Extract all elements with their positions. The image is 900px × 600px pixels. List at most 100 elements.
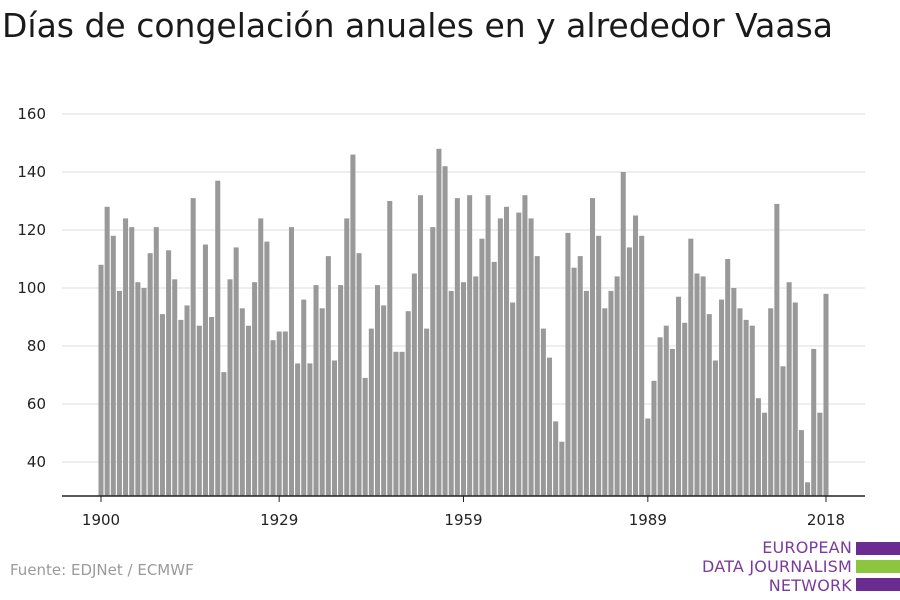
bar-1988 [639, 235, 645, 497]
bar-1961 [473, 276, 479, 496]
bar-1997 [694, 273, 700, 496]
bar-1964 [491, 261, 497, 496]
bar-1947 [387, 201, 393, 496]
y-tick-label: 140 [17, 163, 46, 181]
bar-2000 [712, 360, 718, 496]
bar-1982 [602, 308, 608, 496]
logo-bar-purple-bottom [856, 578, 900, 591]
bar-1974 [553, 421, 559, 496]
bar-1952 [417, 195, 424, 496]
bar-1963 [485, 195, 491, 496]
y-tick-label: 80 [27, 337, 46, 355]
bar-1909 [153, 227, 159, 496]
bar-1979 [583, 290, 589, 496]
bar-1951 [411, 273, 417, 496]
bar-1930 [282, 331, 288, 496]
bar-1994 [676, 296, 682, 496]
bar-1922 [233, 247, 239, 496]
x-tick-label: 2018 [807, 511, 845, 529]
bar-1967 [510, 302, 516, 496]
bar-1929 [276, 331, 282, 496]
y-tick-label: 100 [17, 279, 46, 297]
bar-1950 [405, 311, 411, 496]
bar-1965 [497, 218, 503, 496]
bar-1912 [172, 279, 178, 496]
bar-1939 [338, 285, 344, 496]
bar-2011 [780, 366, 786, 496]
bar-1903 [116, 290, 122, 496]
bar-1917 [202, 244, 208, 496]
bar-2002 [725, 259, 731, 496]
bar-1977 [571, 267, 577, 496]
bar-2016 [811, 348, 817, 496]
bar-1973 [546, 357, 553, 496]
bar-1987 [633, 215, 639, 496]
bar-1933 [301, 299, 307, 496]
bar-1976 [565, 232, 571, 496]
bar-1960 [467, 195, 473, 496]
bar-1920 [221, 372, 227, 496]
bar-1953 [424, 328, 430, 496]
bar-1970 [528, 218, 534, 496]
bar-1910 [159, 314, 165, 496]
y-axis-ticks: 40 60 80 100 120 140 160 [17, 105, 46, 471]
bar-2013 [792, 302, 798, 496]
bar-1904 [123, 218, 129, 496]
bar-1936 [319, 308, 325, 496]
bar-1958 [454, 198, 460, 496]
x-tick-label: 1989 [629, 511, 667, 529]
bar-1959 [460, 282, 467, 496]
x-tick-label: 1929 [260, 511, 298, 529]
bar-1989 [645, 418, 651, 496]
bar-1913 [178, 319, 184, 496]
bar-1995 [682, 322, 688, 496]
bar-2008 [762, 412, 768, 496]
bar-1926 [258, 218, 264, 496]
logo-bar-green-middle [856, 560, 900, 573]
bar-2004 [737, 308, 743, 496]
logo-line-european: EUROPEAN [762, 538, 852, 557]
bar-1934 [307, 363, 313, 496]
bar-1918 [209, 317, 215, 496]
bar-1993 [669, 348, 675, 496]
logo-line-network: NETWORK [768, 576, 852, 595]
bar-1978 [577, 256, 583, 496]
bar-1937 [325, 256, 331, 496]
bar-1906 [135, 282, 141, 496]
bar-1927 [264, 241, 270, 496]
bar-1916 [196, 325, 202, 496]
bars [98, 148, 829, 497]
bar-2001 [719, 299, 725, 496]
bar-1948 [393, 351, 399, 496]
bar-1908 [147, 253, 153, 496]
bar-2003 [731, 288, 737, 496]
logo-line-data-journalism: DATA JOURNALISM [702, 557, 852, 576]
bar-1980 [590, 198, 596, 496]
bar-1966 [503, 206, 510, 497]
bar-2009 [768, 308, 774, 496]
bar-1919 [215, 180, 221, 496]
bar-1949 [399, 351, 405, 496]
y-tick-label: 60 [27, 395, 46, 413]
bar-2010 [774, 203, 780, 496]
source-note: Fuente: EDJNet / ECMWF [10, 561, 194, 579]
x-tick-label: 1900 [82, 511, 120, 529]
bar-1981 [596, 235, 602, 497]
y-tick-label: 40 [27, 453, 46, 471]
bar-1954 [430, 227, 436, 496]
bar-1940 [344, 218, 350, 496]
bar-1932 [295, 363, 301, 496]
bar-1931 [288, 227, 294, 496]
bar-1928 [270, 340, 276, 496]
bar-1945 [374, 285, 381, 496]
chart-title: Días de congelación anuales en y alreded… [2, 6, 834, 45]
bar-1914 [184, 305, 190, 496]
bar-1996 [688, 238, 694, 496]
bar-1911 [166, 250, 172, 496]
bar-1921 [227, 279, 233, 496]
bar-1968 [516, 212, 522, 496]
bar-1905 [129, 227, 135, 496]
bar-1943 [362, 377, 368, 496]
logo-bar-purple-top [856, 542, 900, 555]
